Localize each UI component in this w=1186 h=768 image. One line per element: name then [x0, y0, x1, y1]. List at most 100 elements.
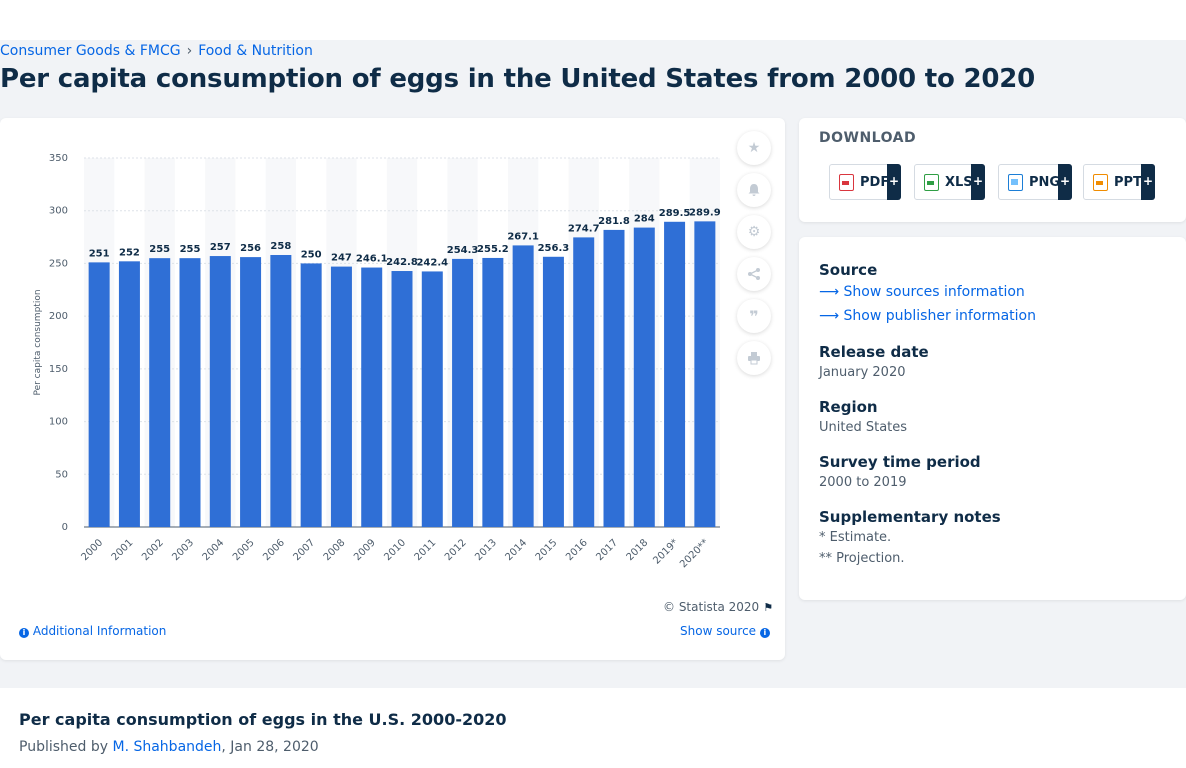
note-projection: ** Projection. — [819, 551, 905, 566]
bar — [421, 271, 443, 527]
bar — [482, 257, 504, 527]
bar — [391, 271, 413, 527]
region-heading: Region — [819, 398, 878, 416]
copyright-text: © Statista 2020 ⚑ — [663, 600, 773, 614]
download-xls-label: XLS — [945, 174, 973, 190]
bar — [542, 256, 564, 527]
source-heading: Source — [819, 261, 878, 279]
download-ppt-plus[interactable]: + — [1141, 164, 1155, 200]
data-label: 242.4 — [416, 257, 448, 268]
breadcrumb-item-consumer-goods[interactable]: Consumer Goods & FMCG — [0, 43, 181, 59]
show-source-link[interactable]: Show source i — [680, 624, 770, 638]
bar — [603, 229, 625, 527]
bar-chart: 0 50 100 150 200 250 300 350 Per capita consumpt… — [33, 153, 721, 570]
ppt-file-icon — [1093, 173, 1108, 191]
x-tick-label: 2017 — [594, 537, 620, 563]
x-tick-label: 2001 — [110, 537, 136, 563]
x-tick-label: 2009 — [352, 537, 378, 563]
download-xls-plus[interactable]: + — [971, 164, 985, 200]
additional-info-label: Additional Information — [32, 624, 167, 638]
y-tick-label: 350 — [49, 153, 68, 164]
x-tick-label: 2020** — [678, 537, 711, 570]
xls-file-icon — [924, 173, 939, 191]
data-label: 252 — [119, 247, 140, 258]
data-label: 242.8 — [386, 257, 418, 268]
author-link[interactable]: M. Shahbandeh — [112, 739, 222, 755]
download-png-button[interactable]: PNG + — [998, 164, 1072, 200]
data-label: 274.7 — [568, 223, 600, 234]
download-card: DOWNLOAD PDF + XLS + PNG + PPT + — [799, 118, 1186, 222]
print-icon[interactable] — [737, 341, 771, 375]
bar — [664, 221, 686, 527]
bar — [452, 258, 474, 527]
download-pdf-plus[interactable]: + — [887, 164, 901, 200]
x-tick-label: 2016 — [564, 537, 590, 563]
quote-icon[interactable]: ❞ — [737, 299, 771, 333]
arrow-right-icon: ⟶ — [819, 308, 840, 324]
download-png-plus[interactable]: + — [1058, 164, 1072, 200]
data-label: 254.3 — [447, 245, 479, 256]
chart-toolbar: ★ ⚙ ❞ — [737, 131, 773, 383]
bar — [240, 257, 262, 527]
y-axis-label: Per capita consumption — [33, 289, 43, 395]
show-publisher-link[interactable]: ⟶ Show publisher information — [819, 308, 1036, 324]
x-tick-label: 2015 — [534, 537, 560, 563]
x-tick-label: 2005 — [231, 537, 257, 563]
data-label: 246.1 — [356, 254, 388, 265]
bar — [361, 267, 383, 527]
bar — [88, 262, 110, 527]
top-bar — [0, 0, 1186, 40]
y-tick-label: 0 — [62, 522, 68, 533]
show-source-label: Show source — [680, 624, 757, 638]
bar — [573, 237, 595, 528]
share-icon[interactable] — [737, 257, 771, 291]
png-file-icon — [1008, 173, 1023, 191]
bar — [633, 227, 655, 527]
x-tick-label: 2011 — [413, 537, 439, 563]
breadcrumb-item-food-nutrition[interactable]: Food & Nutrition — [198, 43, 313, 59]
note-estimate: * Estimate. — [819, 530, 892, 545]
data-label: 267.1 — [507, 231, 539, 242]
data-label: 256.3 — [538, 243, 570, 254]
download-pdf-button[interactable]: PDF + — [829, 164, 901, 200]
publication-card: Per capita consumption of eggs in the U.… — [0, 688, 1186, 768]
download-title: DOWNLOAD — [819, 130, 917, 146]
page-title: Per capita consumption of eggs in the Un… — [0, 64, 1036, 94]
bar — [118, 261, 140, 527]
pdf-file-icon — [839, 173, 854, 191]
y-tick-label: 300 — [49, 206, 68, 217]
x-tick-label: 2006 — [261, 537, 287, 563]
metadata-card: Source ⟶ Show sources information ⟶ Show… — [799, 237, 1186, 600]
x-tick-label: 2014 — [503, 537, 529, 563]
data-label: 258 — [270, 241, 291, 252]
data-label: 284 — [634, 214, 655, 225]
favorite-star-icon[interactable]: ★ — [737, 131, 771, 165]
bar — [209, 256, 231, 527]
notification-bell-icon[interactable] — [737, 173, 771, 207]
data-label: 255.2 — [477, 244, 509, 255]
download-ppt-button[interactable]: PPT + — [1083, 164, 1155, 200]
x-tick-label: 2008 — [322, 537, 348, 563]
breadcrumb: Consumer Goods & FMCG › Food & Nutrition — [0, 43, 313, 59]
survey-period-value: 2000 to 2019 — [819, 475, 907, 490]
bar — [270, 254, 292, 527]
download-xls-button[interactable]: XLS + — [914, 164, 985, 200]
bar — [694, 221, 716, 527]
y-tick-label: 50 — [55, 469, 68, 480]
data-label: 289.9 — [689, 207, 721, 218]
data-label: 250 — [301, 249, 322, 260]
publication-title: Per capita consumption of eggs in the U.… — [19, 710, 507, 729]
settings-gear-icon[interactable]: ⚙ — [737, 215, 771, 249]
x-tick-label: 2002 — [140, 537, 166, 563]
data-label: 251 — [89, 248, 110, 259]
supplementary-notes-heading: Supplementary notes — [819, 508, 1001, 526]
bar — [300, 263, 322, 527]
release-date-heading: Release date — [819, 343, 929, 361]
bar — [330, 266, 352, 527]
additional-info-link[interactable]: i Additional Information — [19, 624, 166, 638]
data-label: 247 — [331, 253, 352, 264]
y-tick-label: 250 — [49, 258, 68, 269]
show-sources-link[interactable]: ⟶ Show sources information — [819, 284, 1025, 300]
data-label: 281.8 — [598, 216, 630, 227]
flag-icon[interactable]: ⚑ — [763, 601, 774, 614]
